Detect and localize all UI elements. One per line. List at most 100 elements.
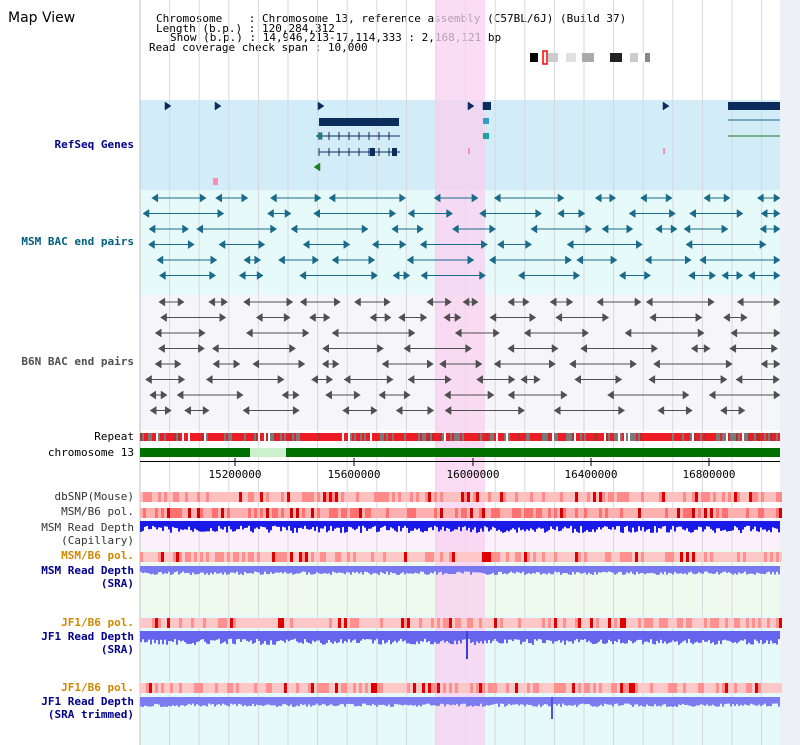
- jf1-depth-trim-bar: [730, 697, 732, 707]
- jf1-b6-pol-strip-1: [398, 618, 401, 628]
- msm-depth-sra-bar: [608, 566, 610, 572]
- msm-b6-pol-strip-1: [386, 508, 389, 518]
- jf1-b6-pol-strip-1: [572, 618, 575, 628]
- gene-exon-block: [392, 148, 397, 156]
- msm-b6-pol-strip-2: [542, 552, 545, 562]
- jf1-b6-pol-strip-1: [443, 618, 446, 628]
- msm-depth-capillary-bar: [402, 521, 404, 528]
- b6n-bac-pair-end: [302, 328, 310, 338]
- msm-depth-capillary-bar: [582, 521, 584, 533]
- jf1-depth-trim-bar: [494, 697, 496, 705]
- msm-depth-capillary-bar: [300, 521, 302, 528]
- msm-depth-sra-bar: [334, 566, 336, 573]
- msm-depth-sra-bar: [372, 566, 374, 574]
- dbsnp-strip: [767, 492, 770, 502]
- msm-b6-pol-strip-2: [692, 552, 695, 562]
- msm-depth-sra-bar: [312, 566, 314, 575]
- msm-depth-capillary-bar: [636, 521, 638, 532]
- msm-b6-pol-strip-1: [338, 508, 341, 518]
- msm-b6-pol-strip-1: [458, 508, 461, 518]
- jf1-depth-trim-bar: [554, 697, 556, 704]
- msm-b6-pol-strip-1: [182, 508, 185, 518]
- jf1-depth-trim-bar: [324, 697, 326, 705]
- jf1-depth-trim-bar: [720, 697, 722, 704]
- repeat-segment: [304, 433, 306, 441]
- msm-depth-capillary-bar: [152, 521, 154, 526]
- jf1-b6-pol-strip-2: [305, 683, 308, 693]
- msm-depth-capillary-bar: [708, 521, 710, 527]
- jf1-b6-pol-strip-2: [527, 683, 530, 693]
- msm-b6-pol-strip-2: [524, 552, 527, 562]
- repeat-segment: [362, 433, 364, 441]
- dbsnp-strip: [449, 492, 452, 502]
- jf1-b6-pol-strip-1: [299, 618, 302, 628]
- repeat-segment: [376, 433, 378, 441]
- jf1-depth-sra-bar: [708, 631, 710, 641]
- repeat-segment: [656, 433, 658, 441]
- msm-depth-sra-bar: [700, 566, 702, 574]
- repeat-segment: [170, 433, 172, 441]
- jf1-depth-sra-bar: [420, 631, 422, 642]
- jf1-depth-sra-bar: [774, 631, 776, 644]
- msm-b6-pol-strip-1: [365, 508, 368, 518]
- jf1-b6-pol-strip-2: [323, 683, 326, 693]
- jf1-b6-pol-strip-2: [569, 683, 572, 693]
- msm-b6-pol-strip-1: [206, 508, 209, 518]
- jf1-depth-trim-bar: [354, 697, 356, 707]
- dbsnp-strip: [320, 492, 323, 502]
- label-msm-depth-sra-2: (SRA): [100, 577, 134, 590]
- msm-depth-sra-bar: [332, 566, 334, 572]
- jf1-depth-sra-bar: [276, 631, 278, 642]
- msm-b6-pol-strip-2: [683, 552, 686, 562]
- msm-depth-sra-bar: [604, 566, 606, 573]
- dbsnp-strip: [248, 492, 251, 502]
- repeat-segment: [598, 433, 600, 441]
- msm-depth-capillary-bar: [350, 521, 352, 528]
- jf1-depth-trim-bar: [646, 697, 648, 705]
- msm-depth-capillary-bar: [716, 521, 718, 529]
- label-msm-depth-capillary-2: (Capillary): [61, 534, 134, 547]
- repeat-segment: [298, 433, 300, 441]
- msm-b6-pol-strip-1: [347, 508, 350, 518]
- repeat-segment: [552, 433, 554, 441]
- repeat-segment: [238, 433, 240, 441]
- jf1-depth-sra-bar: [328, 631, 330, 640]
- repeat-segment: [464, 433, 466, 441]
- dbsnp-strip: [650, 492, 653, 502]
- msm-b6-pol-strip-2: [248, 552, 251, 562]
- jf1-depth-trim-bar: [368, 697, 370, 706]
- repeat-segment: [594, 433, 596, 441]
- msm-depth-sra-bar: [726, 566, 728, 573]
- b6n-bac-pair-end: [342, 406, 350, 415]
- msm-depth-sra-bar: [168, 566, 170, 572]
- msm-depth-capillary-bar: [488, 521, 490, 532]
- msm-depth-capillary-bar: [314, 521, 316, 531]
- b6n-bac-pair-end: [176, 390, 184, 400]
- jf1-depth-sra-bar: [188, 631, 190, 644]
- msm-depth-capillary-bar: [186, 521, 188, 530]
- jf1-depth-trim-bar: [636, 697, 638, 705]
- b6n-bac-pair-end: [292, 390, 300, 400]
- msm-depth-sra-bar: [274, 566, 276, 573]
- jf1-depth-sra-bar: [756, 631, 758, 641]
- jf1-depth-trim-bar: [612, 697, 614, 707]
- msm-b6-pol-strip-2: [608, 552, 611, 562]
- msm-bac-pair-end: [636, 240, 643, 249]
- msm-bac-pair-end: [683, 224, 691, 234]
- jf1-depth-trim-bar: [510, 697, 512, 706]
- b6n-bac-pair-end: [381, 359, 389, 369]
- jf1-depth-trim-bar: [714, 697, 716, 707]
- jf1-b6-pol-strip-2: [410, 683, 413, 693]
- jf1-b6-pol-strip-2: [212, 683, 215, 693]
- msm-depth-sra-bar: [588, 566, 590, 573]
- dbsnp-strip: [725, 492, 728, 502]
- msm-depth-capillary-bar: [146, 521, 148, 527]
- jf1-b6-pol-strip-1: [560, 618, 563, 628]
- b6n-bac-pair-end: [735, 375, 743, 384]
- msm-depth-capillary-bar: [644, 521, 646, 532]
- dbsnp-strip: [509, 492, 512, 502]
- label-jf1-depth-1: JF1 Read Depth: [41, 630, 134, 643]
- repeat-segment: [668, 433, 670, 441]
- jf1-depth-trim-bar: [678, 697, 680, 705]
